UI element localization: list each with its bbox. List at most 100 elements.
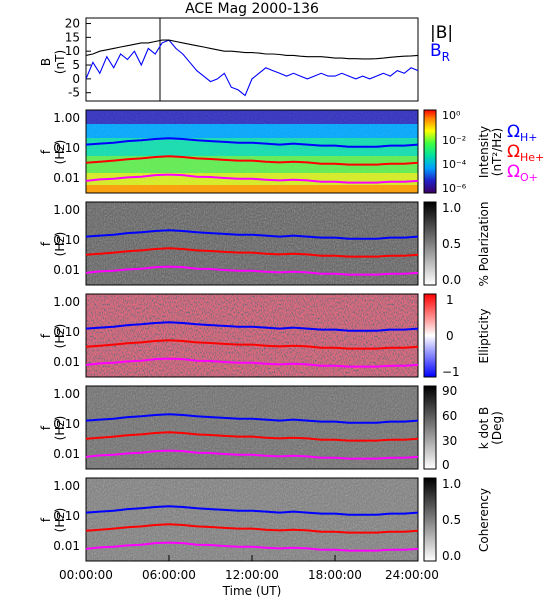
trace-h-plus-panel-4	[85, 321, 419, 332]
panel-intensity-cb-units: (nT²/Hz)	[490, 128, 504, 176]
legend-br-sub: R	[442, 50, 450, 64]
panel-ellipticity-frame	[85, 293, 419, 378]
trace-o-plus-panel-3	[85, 265, 419, 276]
panel-intensity-ytick-2: 0.10	[53, 141, 80, 155]
legend-omega-o: ΩO+	[507, 162, 538, 184]
panel-coherency-ytick-2: 0.10	[53, 509, 80, 523]
panel-ellipticity-ylabel-bottom: (Hz)	[53, 324, 67, 349]
legend-omega-he-sub: He+	[520, 151, 544, 164]
time-tick-label-3: 12:00:00	[225, 568, 279, 582]
panel-intensity-ylabel-top: f	[39, 149, 53, 154]
panel-ellipticity-ytick-3: 0.01	[53, 355, 80, 369]
legend-br: BR	[430, 41, 450, 64]
panel-coherency-ytick-1: 1.00	[53, 479, 80, 493]
panel-polarization-cb-tick-3: 0.0	[442, 273, 461, 287]
panel-kdotb-cb-title: k dot B	[477, 407, 491, 449]
gyrofrequency-traces	[85, 137, 419, 552]
panel-intensity-ylabel-bottom: (Hz)	[53, 140, 67, 165]
trace-he-plus-panel-4	[85, 339, 419, 350]
panel-intensity-colorbar	[423, 109, 437, 194]
panel-polarization-ylabel-top: f	[39, 241, 53, 246]
legend-omega-o-sub: O+	[520, 171, 538, 184]
legend-omega-o-symbol: Ω	[507, 162, 520, 182]
panel-kdotb-ylabel-bottom: (Hz)	[53, 416, 67, 441]
trace-he-plus-panel-2	[85, 155, 419, 166]
panel-coherency-texture	[86, 478, 418, 561]
panel-intensity-cb-tick-1: 10⁰	[442, 109, 461, 122]
panel-intensity-cb-tick-3: 10⁻⁴	[442, 158, 467, 171]
legend-br-main: B	[430, 41, 442, 61]
panel-b-ytick-label: 0	[72, 72, 80, 86]
panel-b-frame	[85, 17, 419, 102]
panel-coherency: f (Hz) 1.00 0.10 0.01 1.0 0.5 0.0 Cohere…	[39, 477, 491, 563]
panel-kdotb-frame	[85, 385, 419, 470]
trace-h-plus-panel-6	[85, 505, 419, 516]
panel-kdotb-ytick-2: 0.10	[53, 417, 80, 431]
panel-coherency-cb-title: Coherency	[477, 488, 491, 552]
panel-kdotb-colorbar	[423, 385, 437, 470]
figure-title: ACE Mag 2000-136	[185, 1, 319, 17]
panel-kdotb-ytick-3: 0.01	[53, 447, 80, 461]
panel-polarization-ytick-3: 0.01	[53, 263, 80, 277]
panel-kdotb-cb-tick-3: 30	[442, 434, 457, 448]
panel-polarization-colorbar	[423, 201, 437, 286]
panel-kdotb-cb-tick-2: 60	[442, 409, 457, 423]
legend-omega-h-symbol: Ω	[507, 122, 520, 142]
panel-polarization-ytick-1: 1.00	[53, 203, 80, 217]
panel-coherency-cb-tick-3: 0.0	[442, 549, 461, 563]
panel-ellipticity-ylabel-top: f	[39, 333, 53, 338]
legend-omega-he: ΩHe+	[507, 142, 544, 164]
panel-intensity-texture	[86, 110, 418, 193]
panel-polarization: f (Hz) 1.00 0.10 0.01 1.0 0.5 0.0 % Pola…	[39, 201, 491, 287]
panel-ellipticity-cb-title: Ellipticity	[477, 309, 491, 364]
panel-polarization-cb-tick-1: 1.0	[442, 201, 461, 215]
trace-h-plus-panel-5	[85, 413, 419, 424]
panel-kdotb-cb-tick-4: 0	[442, 458, 450, 472]
panel-kdotb-ytick-1: 1.00	[53, 387, 80, 401]
panel-coherency-ylabel-bottom: (Hz)	[53, 508, 67, 533]
panel-b-ytick-label: 5	[72, 58, 80, 72]
panel-b-ytick-label: 15	[65, 30, 80, 44]
legend-omega-h-sub: H+	[520, 131, 538, 144]
panel-intensity-cb-tick-2: 10⁻²	[442, 134, 466, 147]
panel-ellipticity-colorbar	[423, 293, 437, 378]
panel-b-ylabel-bottom: (nT)	[53, 50, 67, 74]
panel-polarization-ylabel-bottom: (Hz)	[53, 232, 67, 257]
panel-coherency-cb-tick-1: 1.0	[442, 477, 461, 491]
time-tick-label-2: 06:00:00	[142, 568, 196, 582]
trace-h-plus-panel-3	[85, 229, 419, 240]
panel-coherency-ytick-3: 0.01	[53, 539, 80, 553]
panel-ellipticity-tint	[86, 294, 418, 377]
panel-intensity: f (Hz) 1.00 0.10 0.01 10⁰ 10⁻² 10⁻⁴ 10⁻⁶…	[39, 109, 544, 195]
series-bmag-line	[86, 39, 418, 60]
trace-o-plus-panel-2	[85, 173, 419, 184]
panel-coherency-cb-tick-2: 0.5	[442, 513, 461, 527]
panel-kdotb-cb-units: (Deg)	[490, 411, 504, 445]
panel-intensity-cb-title: Intensity	[477, 126, 491, 178]
panel-coherency-ylabel-top: f	[39, 517, 53, 522]
panel-kdotb-cb-tick-1: 90	[442, 384, 457, 398]
panel-intensity-cb-tick-4: 10⁻⁶	[442, 182, 467, 195]
panel-ellipticity-cb-tick-2: 0	[446, 329, 454, 343]
trace-h-plus-panel-2	[85, 137, 419, 148]
panel-b-ylabel-top: B	[39, 58, 53, 66]
panel-coherency-colorbar	[423, 477, 437, 562]
panel-intensity-frame	[85, 109, 419, 194]
time-axis-label: Time (UT)	[222, 584, 282, 598]
time-tick-label-1: 00:00:00	[59, 568, 113, 582]
panel-ellipticity-ytick-1: 1.00	[53, 295, 80, 309]
panel-kdotb-texture	[86, 386, 418, 469]
legend-omega-he-symbol: Ω	[507, 142, 520, 162]
trace-o-plus-panel-5	[85, 449, 419, 460]
series-br-line	[86, 39, 418, 97]
panel-ellipticity: f (Hz) 1.00 0.10 0.01 1 0 −1 Ellipticity	[39, 293, 491, 379]
panel-ellipticity-cb-tick-3: −1	[442, 365, 460, 379]
trace-he-plus-panel-3	[85, 247, 419, 258]
panel-ellipticity-ytick-2: 0.10	[53, 325, 80, 339]
panel-b-ytick-label: 20	[65, 17, 80, 31]
time-tick-label-4: 18:00:00	[308, 568, 362, 582]
trace-he-plus-panel-6	[85, 523, 419, 534]
